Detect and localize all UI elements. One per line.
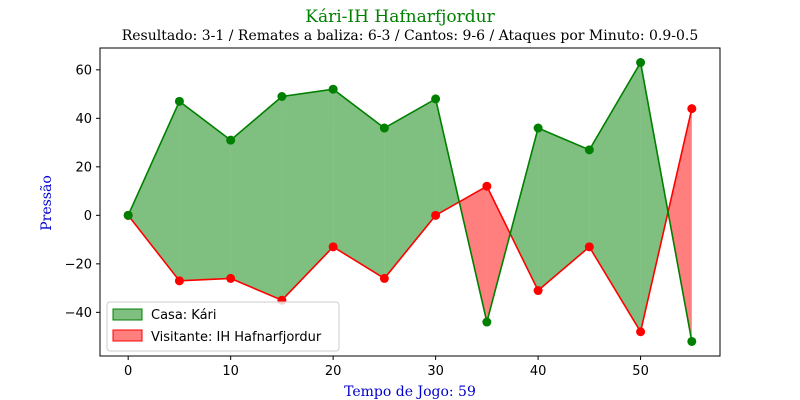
series-lines xyxy=(127,60,693,342)
legend-label-home: Casa: Kári xyxy=(151,308,217,323)
x-tick-label: 20 xyxy=(325,364,342,379)
y-tick-label: −40 xyxy=(65,306,92,321)
away-point xyxy=(328,242,338,252)
x-axis-label: Tempo de Jogo: 59 xyxy=(344,384,476,400)
y-tick-label: 40 xyxy=(75,112,92,127)
home-fill-segment xyxy=(281,89,334,301)
away-point xyxy=(226,273,236,283)
home-point xyxy=(379,123,389,133)
home-fill-segment xyxy=(589,62,641,332)
away-point xyxy=(174,276,184,286)
away-point xyxy=(584,242,594,252)
home-point xyxy=(584,145,594,155)
x-tick-label: 10 xyxy=(222,364,239,379)
y-tick-label: 60 xyxy=(75,63,92,78)
home-fill-segment xyxy=(640,62,669,332)
legend: Casa: Kári Visitante: IH Hafnarfjordur xyxy=(106,301,340,352)
x-tick-label: 50 xyxy=(632,364,649,379)
legend-box xyxy=(106,301,340,352)
home-point xyxy=(123,210,133,220)
y-axis: −40 −20 0 20 40 60 xyxy=(65,63,100,321)
home-series-line xyxy=(127,60,693,342)
away-point xyxy=(431,210,441,220)
home-fill-segment xyxy=(230,96,282,301)
home-point xyxy=(482,317,492,327)
legend-label-away: Visitante: IH Hafnarfjordur xyxy=(151,330,322,345)
home-point xyxy=(277,92,287,102)
chart-title: Kári-IH Hafnarfjordur xyxy=(305,7,495,27)
legend-swatch-away xyxy=(112,329,143,342)
y-axis-label: Pressão xyxy=(39,175,55,231)
home-fill-segment xyxy=(538,128,590,291)
away-point xyxy=(482,181,492,191)
home-point xyxy=(328,84,338,94)
home-point xyxy=(174,96,184,106)
x-tick-label: 30 xyxy=(427,364,444,379)
y-tick-label: −20 xyxy=(65,257,92,272)
home-fill-segment xyxy=(179,101,231,281)
away-point xyxy=(533,286,543,296)
away-point xyxy=(379,273,389,283)
away-fill-segment xyxy=(486,186,511,323)
home-fill-segment xyxy=(384,98,436,279)
away-fill-segment xyxy=(459,186,487,323)
home-point xyxy=(431,94,441,104)
fill-areas xyxy=(128,62,692,342)
away-fill-segment xyxy=(668,108,692,342)
home-point xyxy=(533,123,543,133)
away-series-line xyxy=(127,108,693,334)
y-tick-label: 0 xyxy=(84,209,92,224)
legend-swatch-home xyxy=(112,308,143,321)
chart-subtitle: Resultado: 3-1 / Remates a baliza: 6-3 /… xyxy=(122,28,699,44)
home-point xyxy=(226,135,236,145)
away-point xyxy=(687,104,697,114)
plot-frame xyxy=(99,47,721,357)
home-fill-segment xyxy=(128,101,180,281)
home-point xyxy=(636,58,646,68)
x-axis: 0 10 20 30 40 50 xyxy=(124,356,649,379)
y-tick-label: 20 xyxy=(75,160,92,175)
home-fill-segment xyxy=(333,89,385,279)
home-point xyxy=(687,336,697,346)
x-tick-label: 0 xyxy=(124,364,132,379)
home-fill-segment xyxy=(510,128,539,291)
x-tick-label: 40 xyxy=(530,364,547,379)
away-point xyxy=(636,327,646,337)
